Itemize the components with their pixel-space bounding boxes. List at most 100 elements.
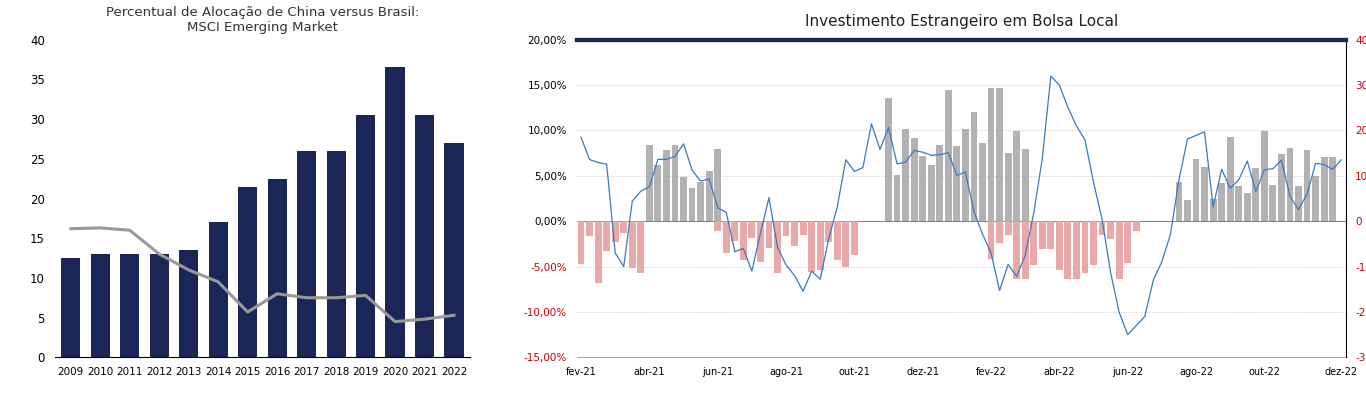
Bar (740, 221, 747, 260)
Bar (385, 67, 404, 357)
Bar (1022, 221, 1029, 279)
Bar (765, 221, 772, 248)
Bar (688, 188, 695, 221)
Bar (586, 221, 593, 236)
Bar (1074, 221, 1081, 279)
Bar (757, 221, 764, 262)
Bar (1210, 199, 1217, 221)
Bar (885, 98, 892, 221)
Bar (594, 221, 601, 283)
Bar (749, 221, 755, 238)
Bar (1193, 159, 1199, 221)
Bar (706, 171, 713, 221)
Bar (970, 112, 977, 221)
Bar (672, 145, 679, 221)
Bar (1082, 221, 1089, 273)
Bar (1030, 221, 1037, 265)
Title: Percentual de Alocação de China versus Brasil:
MSCI Emerging Market: Percentual de Alocação de China versus B… (105, 6, 419, 35)
Bar (357, 115, 376, 357)
Bar (296, 151, 316, 357)
Bar (1329, 157, 1336, 221)
Bar (817, 221, 824, 270)
Bar (799, 221, 806, 235)
Bar (620, 221, 627, 233)
Bar (825, 221, 832, 242)
Bar (851, 221, 858, 255)
Bar (843, 221, 850, 267)
Bar (928, 165, 934, 221)
Bar (638, 221, 645, 273)
Bar (1022, 148, 1029, 221)
Bar (1090, 221, 1097, 265)
Bar (150, 254, 169, 357)
Bar (654, 165, 661, 221)
Bar (714, 149, 721, 221)
Bar (90, 254, 109, 357)
Bar (1108, 221, 1115, 239)
Bar (238, 187, 257, 357)
Bar (1303, 150, 1310, 221)
Bar (628, 221, 635, 268)
Bar (996, 89, 1003, 221)
Bar (936, 145, 943, 221)
Bar (962, 129, 968, 221)
Bar (1235, 186, 1242, 221)
Bar (61, 258, 81, 357)
Bar (1098, 221, 1105, 235)
Bar (1005, 221, 1012, 235)
Bar (1218, 183, 1225, 221)
Bar (1014, 221, 1020, 279)
Bar (268, 179, 287, 357)
Bar (1124, 221, 1131, 263)
Bar (1176, 182, 1183, 221)
Bar (604, 221, 611, 251)
Bar (783, 221, 790, 237)
Bar (1244, 193, 1251, 221)
Bar (988, 88, 994, 221)
Bar (1201, 167, 1208, 221)
Bar (1321, 157, 1328, 221)
Bar (1132, 221, 1139, 231)
Bar (833, 221, 840, 260)
Bar (1253, 168, 1259, 221)
Bar (1014, 131, 1020, 221)
Bar (578, 221, 585, 264)
Bar (326, 151, 346, 357)
Bar (415, 115, 434, 357)
Bar (1116, 221, 1123, 279)
Bar (893, 175, 900, 221)
Bar (697, 181, 703, 221)
Bar (731, 221, 738, 241)
Bar (775, 221, 781, 273)
Bar (1261, 131, 1268, 221)
Title: Investimento Estrangeiro em Bolsa Local: Investimento Estrangeiro em Bolsa Local (805, 14, 1117, 29)
Bar (1227, 137, 1233, 221)
Bar (911, 138, 918, 221)
Bar (953, 146, 960, 221)
Bar (646, 145, 653, 221)
Bar (945, 90, 952, 221)
Bar (791, 221, 798, 246)
Bar (120, 254, 139, 357)
Bar (809, 221, 816, 272)
Bar (1056, 221, 1063, 270)
Bar (1269, 185, 1276, 221)
Bar (714, 221, 721, 231)
Bar (209, 222, 228, 357)
Bar (979, 143, 986, 221)
Bar (996, 221, 1003, 243)
Bar (1313, 176, 1320, 221)
Bar (1184, 200, 1191, 221)
Bar (1295, 186, 1302, 221)
Bar (663, 150, 669, 221)
Bar (1040, 221, 1046, 249)
Bar (723, 221, 729, 254)
Bar (612, 221, 619, 242)
Bar (1048, 221, 1055, 249)
Bar (1287, 148, 1294, 221)
Bar (1279, 154, 1285, 221)
Bar (1064, 221, 1071, 279)
Bar (444, 143, 463, 357)
Bar (919, 156, 926, 221)
Bar (680, 177, 687, 221)
